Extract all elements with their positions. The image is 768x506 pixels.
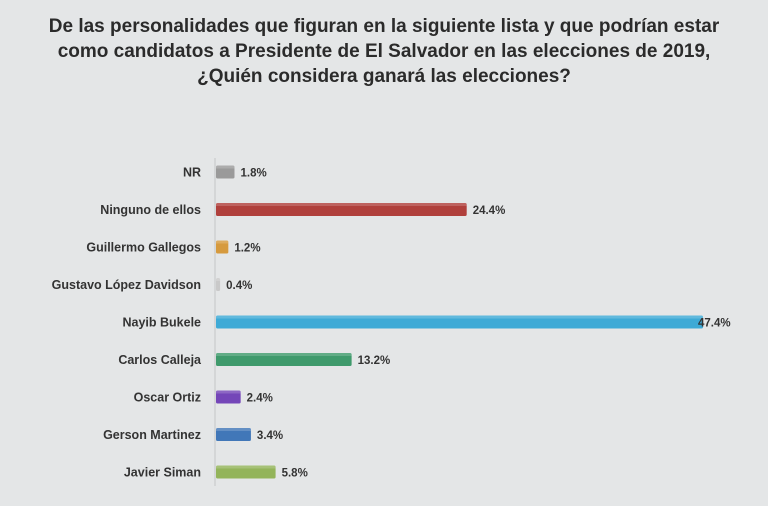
bar-highlight — [216, 390, 241, 394]
bar — [216, 315, 703, 329]
bar-highlight — [216, 165, 235, 169]
bar — [216, 428, 251, 441]
bar — [216, 203, 467, 216]
category-label: Gerson Martinez — [103, 428, 201, 442]
bar — [216, 278, 221, 291]
bar-highlight — [216, 428, 251, 431]
bar — [216, 353, 352, 366]
bar — [216, 465, 276, 479]
data-label: 0.4% — [226, 280, 252, 292]
bar-highlight — [216, 353, 352, 356]
bar-highlight — [216, 465, 276, 469]
chart-title-line-1: De las personalidades que figuran en la … — [48, 16, 720, 37]
category-label: Oscar Ortiz — [134, 391, 201, 405]
data-label: 2.4% — [247, 393, 273, 405]
chart-title-line-3: ¿Quién considera ganará las elecciones? — [197, 66, 571, 87]
category-label: NR — [183, 166, 201, 180]
category-label: Gustavo López Davidson — [52, 278, 201, 292]
data-label: 5.8% — [282, 468, 308, 480]
data-label: 3.4% — [257, 430, 283, 442]
bar-highlight — [216, 315, 703, 319]
bar-highlight — [216, 240, 229, 244]
bar — [216, 240, 229, 254]
category-label: Javier Siman — [124, 466, 201, 480]
data-label: 24.4% — [473, 205, 506, 217]
bar — [216, 165, 235, 179]
data-label: 1.2% — [234, 243, 260, 255]
data-label: 13.2% — [358, 355, 391, 367]
bar — [216, 390, 241, 404]
bar-highlight — [216, 278, 221, 281]
bar-highlight — [216, 203, 467, 206]
category-label: Carlos Calleja — [118, 353, 202, 367]
category-label: Guillermo Gallegos — [86, 241, 201, 255]
chart-title-line-2: como candidatos a Presidente de El Salva… — [57, 41, 711, 62]
category-label: Ninguno de ellos — [100, 203, 201, 217]
category-label: Nayib Bukele — [122, 316, 201, 330]
data-label: 1.8% — [240, 168, 266, 180]
chart-title: De las personalidades que figuran en la … — [0, 14, 768, 89]
data-label: 47.4% — [698, 318, 731, 330]
